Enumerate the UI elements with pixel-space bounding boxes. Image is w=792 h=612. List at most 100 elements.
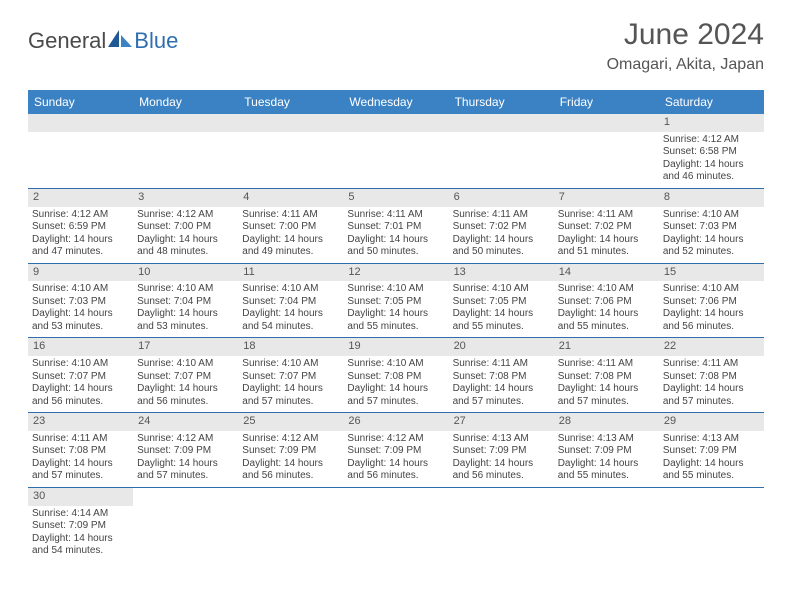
sunrise-line: Sunrise: 4:12 AM (663, 134, 760, 147)
day1-line: Daylight: 14 hours (32, 234, 129, 247)
day-body: Sunrise: 4:10 AMSunset: 7:03 PMDaylight:… (659, 207, 764, 263)
day-cell: 29Sunrise: 4:13 AMSunset: 7:09 PMDayligh… (659, 413, 764, 487)
day-cell: 7Sunrise: 4:11 AMSunset: 7:02 PMDaylight… (554, 189, 659, 263)
logo-text-general: General (28, 28, 106, 54)
day1-line: Daylight: 14 hours (558, 383, 655, 396)
day-cell (554, 488, 659, 562)
day-number: 3 (133, 189, 238, 207)
day2-line: and 55 minutes. (558, 321, 655, 334)
day-cell: 6Sunrise: 4:11 AMSunset: 7:02 PMDaylight… (449, 189, 554, 263)
day-cell (133, 488, 238, 562)
day1-line: Daylight: 14 hours (32, 308, 129, 321)
month-title: June 2024 (607, 18, 764, 52)
day2-line: and 56 minutes. (347, 470, 444, 483)
sunrise-line: Sunrise: 4:10 AM (137, 283, 234, 296)
day-header-row: Sunday Monday Tuesday Wednesday Thursday… (28, 90, 764, 114)
sunrise-line: Sunrise: 4:12 AM (347, 433, 444, 446)
day-number: 19 (343, 338, 448, 356)
day-header: Monday (133, 90, 238, 114)
sunrise-line: Sunrise: 4:10 AM (663, 209, 760, 222)
day-number (449, 114, 554, 132)
sunset-line: Sunset: 7:08 PM (32, 445, 129, 458)
sunset-line: Sunset: 7:09 PM (242, 445, 339, 458)
day-number: 25 (238, 413, 343, 431)
sunrise-line: Sunrise: 4:12 AM (32, 209, 129, 222)
day2-line: and 56 minutes. (453, 470, 550, 483)
day-number: 13 (449, 264, 554, 282)
day-body: Sunrise: 4:12 AMSunset: 7:09 PMDaylight:… (343, 431, 448, 487)
day-cell (133, 114, 238, 188)
day1-line: Daylight: 14 hours (242, 383, 339, 396)
sunrise-line: Sunrise: 4:13 AM (663, 433, 760, 446)
day1-line: Daylight: 14 hours (663, 458, 760, 471)
sunset-line: Sunset: 7:06 PM (663, 296, 760, 309)
day-cell (449, 114, 554, 188)
day-number: 9 (28, 264, 133, 282)
sunset-line: Sunset: 7:02 PM (558, 221, 655, 234)
sunset-line: Sunset: 7:09 PM (347, 445, 444, 458)
day-body: Sunrise: 4:10 AMSunset: 7:07 PMDaylight:… (238, 356, 343, 412)
day-number (238, 114, 343, 132)
day1-line: Daylight: 14 hours (558, 308, 655, 321)
day2-line: and 57 minutes. (347, 396, 444, 409)
day-cell: 1Sunrise: 4:12 AMSunset: 6:58 PMDaylight… (659, 114, 764, 188)
sunset-line: Sunset: 7:05 PM (453, 296, 550, 309)
day1-line: Daylight: 14 hours (663, 383, 760, 396)
day-body: Sunrise: 4:11 AMSunset: 7:02 PMDaylight:… (554, 207, 659, 263)
day-cell: 3Sunrise: 4:12 AMSunset: 7:00 PMDaylight… (133, 189, 238, 263)
sail-icon (108, 28, 132, 54)
day-number (554, 114, 659, 132)
day-cell: 27Sunrise: 4:13 AMSunset: 7:09 PMDayligh… (449, 413, 554, 487)
day2-line: and 57 minutes. (32, 470, 129, 483)
day-cell: 28Sunrise: 4:13 AMSunset: 7:09 PMDayligh… (554, 413, 659, 487)
day2-line: and 55 minutes. (347, 321, 444, 334)
day-number: 15 (659, 264, 764, 282)
day-cell: 22Sunrise: 4:11 AMSunset: 7:08 PMDayligh… (659, 338, 764, 412)
day-number: 12 (343, 264, 448, 282)
sunset-line: Sunset: 7:08 PM (663, 371, 760, 384)
day-body: Sunrise: 4:11 AMSunset: 7:08 PMDaylight:… (449, 356, 554, 412)
day-number: 23 (28, 413, 133, 431)
day-cell: 2Sunrise: 4:12 AMSunset: 6:59 PMDaylight… (28, 189, 133, 263)
day-cell: 16Sunrise: 4:10 AMSunset: 7:07 PMDayligh… (28, 338, 133, 412)
day-cell (238, 488, 343, 562)
sunset-line: Sunset: 7:09 PM (663, 445, 760, 458)
day-body: Sunrise: 4:13 AMSunset: 7:09 PMDaylight:… (554, 431, 659, 487)
day-body: Sunrise: 4:10 AMSunset: 7:07 PMDaylight:… (28, 356, 133, 412)
day2-line: and 55 minutes. (663, 470, 760, 483)
logo: General Blue (28, 28, 178, 54)
day1-line: Daylight: 14 hours (558, 234, 655, 247)
sunrise-line: Sunrise: 4:11 AM (347, 209, 444, 222)
sunrise-line: Sunrise: 4:14 AM (32, 508, 129, 521)
day-body: Sunrise: 4:10 AMSunset: 7:07 PMDaylight:… (133, 356, 238, 412)
day-number: 30 (28, 488, 133, 506)
day-body: Sunrise: 4:10 AMSunset: 7:04 PMDaylight:… (133, 281, 238, 337)
day2-line: and 57 minutes. (663, 396, 760, 409)
sunrise-line: Sunrise: 4:11 AM (663, 358, 760, 371)
week-row: 2Sunrise: 4:12 AMSunset: 6:59 PMDaylight… (28, 189, 764, 264)
sunset-line: Sunset: 7:07 PM (137, 371, 234, 384)
logo-text-blue: Blue (134, 28, 178, 54)
day2-line: and 48 minutes. (137, 246, 234, 259)
day-cell (28, 114, 133, 188)
day-cell: 12Sunrise: 4:10 AMSunset: 7:05 PMDayligh… (343, 264, 448, 338)
day2-line: and 46 minutes. (663, 171, 760, 184)
day-number (449, 488, 554, 506)
day-cell: 5Sunrise: 4:11 AMSunset: 7:01 PMDaylight… (343, 189, 448, 263)
day-cell (659, 488, 764, 562)
day1-line: Daylight: 14 hours (137, 383, 234, 396)
day2-line: and 52 minutes. (663, 246, 760, 259)
day-cell: 21Sunrise: 4:11 AMSunset: 7:08 PMDayligh… (554, 338, 659, 412)
day1-line: Daylight: 14 hours (32, 458, 129, 471)
day-number: 5 (343, 189, 448, 207)
day-body: Sunrise: 4:12 AMSunset: 6:59 PMDaylight:… (28, 207, 133, 263)
day2-line: and 54 minutes. (32, 545, 129, 558)
day2-line: and 53 minutes. (32, 321, 129, 334)
day2-line: and 47 minutes. (32, 246, 129, 259)
sunset-line: Sunset: 7:00 PM (137, 221, 234, 234)
sunrise-line: Sunrise: 4:10 AM (242, 283, 339, 296)
sunset-line: Sunset: 7:07 PM (242, 371, 339, 384)
day-cell: 23Sunrise: 4:11 AMSunset: 7:08 PMDayligh… (28, 413, 133, 487)
day-cell: 4Sunrise: 4:11 AMSunset: 7:00 PMDaylight… (238, 189, 343, 263)
day1-line: Daylight: 14 hours (242, 234, 339, 247)
